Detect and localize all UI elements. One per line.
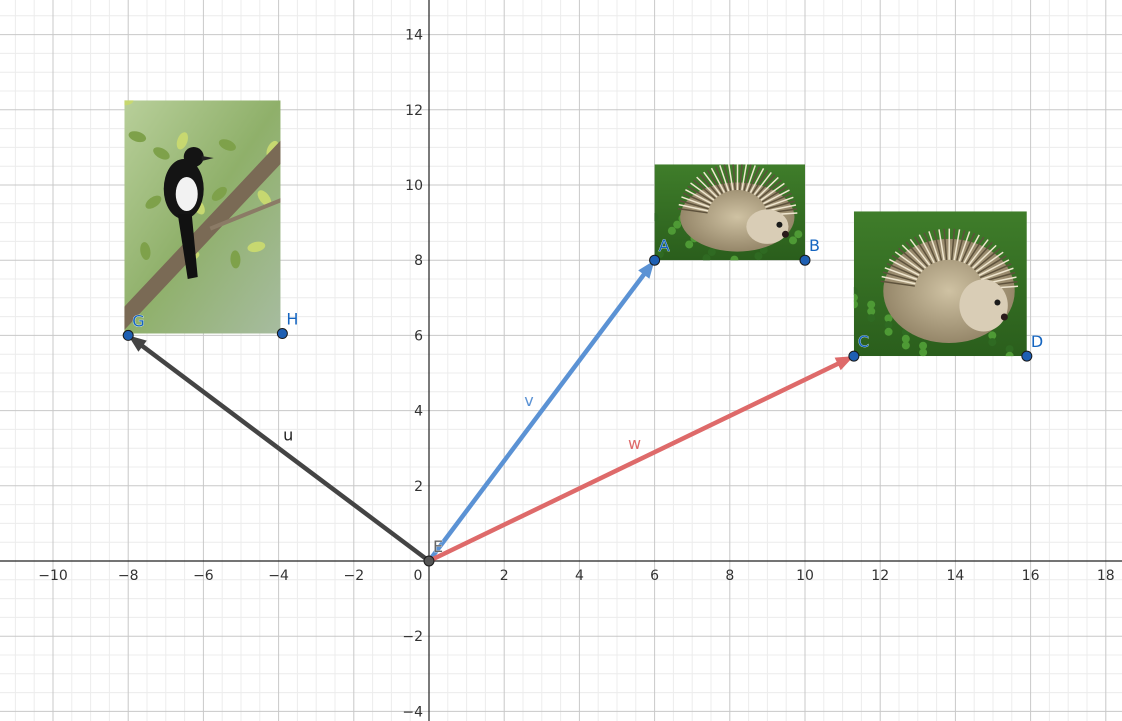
vector-v[interactable]: v — [426, 260, 655, 564]
point-B[interactable]: B — [799, 236, 820, 266]
y-tick-label: 14 — [405, 28, 423, 44]
y-tick-label: 10 — [405, 178, 423, 194]
point-D[interactable]: D — [1021, 332, 1043, 362]
point-C-marker[interactable] — [848, 350, 860, 362]
point-G[interactable]: G — [122, 311, 145, 341]
x-tick-label: 8 — [725, 568, 734, 584]
point-G-marker[interactable] — [122, 329, 134, 341]
hedgehog-image[interactable] — [850, 211, 1027, 359]
x-tick-label: −2 — [343, 568, 364, 584]
point-D-marker[interactable] — [1021, 350, 1033, 362]
point-E-label: E — [433, 537, 443, 556]
point-E[interactable]: E — [423, 537, 443, 567]
x-tick-label: −4 — [268, 568, 289, 584]
point-A-marker[interactable] — [649, 254, 661, 266]
x-tick-label: −6 — [193, 568, 214, 584]
point-B-marker[interactable] — [799, 254, 811, 266]
vector-v-arrowhead[interactable] — [638, 260, 655, 279]
vectors-layer: u v w — [128, 260, 854, 564]
x-tick-label: 2 — [500, 568, 509, 584]
point-H-marker[interactable] — [276, 328, 288, 340]
vector-u-label: u — [283, 425, 293, 444]
point-C[interactable]: C — [848, 332, 869, 362]
point-A[interactable]: A — [649, 236, 670, 266]
x-tick-label: −8 — [118, 568, 139, 584]
y-tick-label: −4 — [402, 704, 423, 720]
point-C-label: C — [858, 332, 869, 351]
y-tick-label: 2 — [414, 479, 423, 495]
y-tick-label: 4 — [414, 404, 423, 420]
y-tick-label: 12 — [405, 103, 423, 119]
vector-w[interactable]: w — [426, 356, 854, 564]
y-tick-label: 8 — [414, 253, 423, 269]
x-tick-label: 18 — [1097, 568, 1115, 584]
vector-v-shaft[interactable] — [426, 272, 647, 564]
point-G-label: G — [132, 311, 144, 330]
vector-w-label: w — [628, 434, 641, 453]
vector-w-arrowhead[interactable] — [834, 356, 854, 371]
point-H-label: H — [286, 310, 298, 329]
x-tick-label: 14 — [946, 568, 964, 584]
vector-u[interactable]: u — [128, 335, 432, 564]
vector-w-shaft[interactable] — [426, 361, 840, 564]
images-layer — [115, 95, 1027, 359]
x-tick-label: 6 — [650, 568, 659, 584]
x-tick-label: −10 — [38, 568, 68, 584]
point-E-marker[interactable] — [423, 555, 435, 567]
point-B-label: B — [809, 236, 820, 255]
x-tick-label: 0 — [414, 568, 423, 584]
vector-v-label: v — [524, 391, 533, 410]
points-layer: E A B C D G H — [122, 236, 1043, 567]
vector-u-shaft[interactable] — [140, 343, 432, 564]
point-D-label: D — [1031, 332, 1043, 351]
hedgehog-image[interactable] — [651, 163, 805, 264]
x-tick-label: 4 — [575, 568, 584, 584]
point-A-label: A — [659, 236, 670, 255]
x-tick-label: 16 — [1022, 568, 1040, 584]
vector-u-arrowhead[interactable] — [128, 335, 147, 352]
tick-labels: −10 −8 −6 −4 −2 0 2 4 6 8 10 12 14 16 18 −4 −2 2 4 6 8 10 12 14 — [38, 28, 1114, 721]
y-tick-label: 6 — [414, 328, 423, 344]
point-H[interactable]: H — [276, 309, 299, 340]
y-tick-label: −2 — [402, 629, 423, 645]
x-tick-label: 10 — [796, 568, 814, 584]
magpie-image[interactable] — [115, 95, 285, 334]
x-tick-label: 12 — [871, 568, 889, 584]
